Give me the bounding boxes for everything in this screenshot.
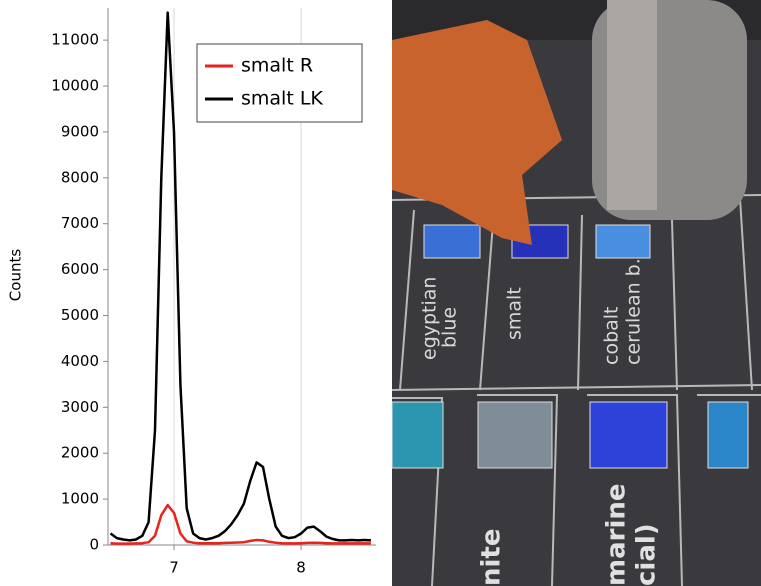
label: cial) xyxy=(632,523,662,586)
x-tick-label: 7 xyxy=(169,559,179,577)
y-tick-label: 8000 xyxy=(61,168,99,186)
line-series xyxy=(110,503,371,545)
label: egyptian xyxy=(419,277,441,360)
swatch xyxy=(392,401,444,469)
label: cerulean b. xyxy=(623,258,645,365)
orange-probe xyxy=(392,20,562,245)
probe-highlight xyxy=(607,0,657,210)
chart: Counts 7 8 0 1000 2000 3000 4000 5000 6000 7000 80… xyxy=(7,8,376,577)
y-tick-label: 2000 xyxy=(61,444,99,462)
y-tick-label: 10000 xyxy=(51,77,99,95)
line-series xyxy=(109,11,371,542)
y-tick-label: 11000 xyxy=(51,31,99,49)
swatch xyxy=(589,401,668,469)
swatch xyxy=(595,224,651,259)
y-tick-label: 5000 xyxy=(61,306,99,324)
y-axis-label: Counts xyxy=(7,249,25,302)
labels: egyptian blue smalt cobalt cerulean b. xyxy=(419,258,645,365)
label: marine xyxy=(602,483,632,586)
photo: egyptian blue smalt cobalt cerulean b. n… xyxy=(392,0,761,586)
y-tick-label: 1000 xyxy=(61,490,99,508)
label: cobalt xyxy=(601,306,623,365)
y-tick-label: 3000 xyxy=(61,398,99,416)
labels-large: nite marine cial) xyxy=(477,483,662,586)
swatch xyxy=(707,401,749,469)
label: nite xyxy=(477,529,507,586)
y-tick-label: 4000 xyxy=(61,352,99,370)
legend-label: smalt LK xyxy=(241,88,323,110)
y-tick-label: 6000 xyxy=(61,260,99,278)
label: smalt xyxy=(504,287,526,340)
swatch xyxy=(477,401,553,469)
y-tick-label: 9000 xyxy=(61,122,99,140)
panel-lines xyxy=(392,149,761,586)
x-tick-label: 8 xyxy=(296,559,306,577)
legend-box xyxy=(196,43,363,123)
y-tick-label: 0 xyxy=(89,536,99,554)
swatch xyxy=(423,224,481,259)
label: blue xyxy=(439,307,461,348)
legend-label: smalt R xyxy=(241,55,313,77)
y-tick-label: 7000 xyxy=(61,214,99,232)
